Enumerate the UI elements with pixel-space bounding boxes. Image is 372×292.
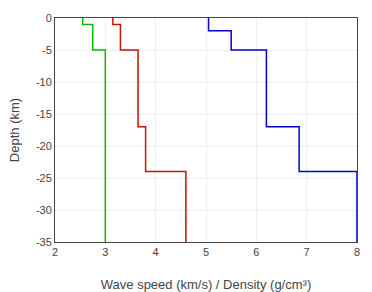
svg-text:-25: -25 [36,172,52,184]
svg-text:Depth (km): Depth (km) [7,98,22,162]
svg-text:-35: -35 [36,236,52,248]
svg-text:7: 7 [304,246,310,258]
svg-text:5: 5 [203,246,209,258]
svg-text:-20: -20 [36,140,52,152]
svg-text:8: 8 [354,246,360,258]
svg-text:-30: -30 [36,204,52,216]
svg-text:3: 3 [102,246,108,258]
svg-text:-5: -5 [42,44,52,56]
svg-text:-15: -15 [36,108,52,120]
svg-text:6: 6 [253,246,259,258]
svg-text:4: 4 [153,246,159,258]
svg-text:-10: -10 [36,76,52,88]
svg-text:0: 0 [46,12,52,24]
svg-text:Wave speed (km/s) / Density (g: Wave speed (km/s) / Density (g/cm³) [101,277,311,292]
svg-text:2: 2 [52,246,58,258]
